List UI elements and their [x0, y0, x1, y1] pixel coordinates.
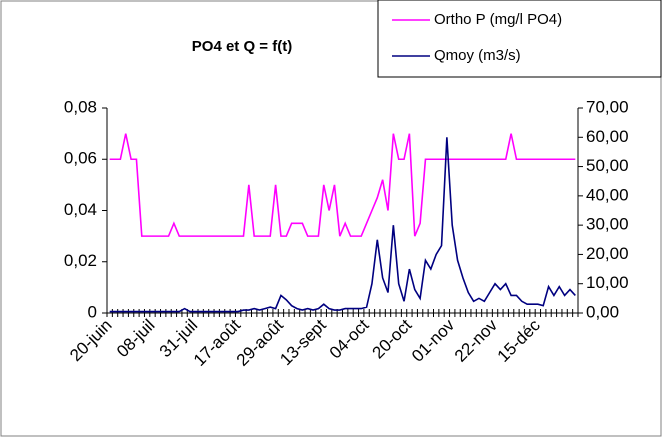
y2-tick-label: 0,00	[586, 302, 619, 321]
series-line	[109, 137, 576, 313]
y-tick-label: 0,08	[64, 97, 97, 116]
y2-tick-label: 40,00	[586, 185, 629, 204]
y-tick-label: 0	[88, 302, 97, 321]
legend-label: Ortho P (mg/l PO4)	[434, 11, 562, 28]
y-tick-label: 0,02	[64, 251, 97, 270]
series-line	[109, 133, 576, 237]
chart-title: PO4 et Q = f(t)	[192, 38, 292, 55]
y2-tick-label: 20,00	[586, 244, 629, 263]
legend-box	[377, 0, 662, 78]
legend-label: Qmoy (m3/s)	[434, 47, 521, 64]
y-tick-label: 0,04	[64, 200, 97, 219]
y2-tick-label: 60,00	[586, 127, 629, 146]
y2-tick-label: 50,00	[586, 156, 629, 175]
y2-tick-label: 10,00	[586, 273, 629, 292]
y2-tick-label: 70,00	[586, 97, 629, 116]
y2-tick-label: 30,00	[586, 215, 629, 234]
y-tick-label: 0,06	[64, 149, 97, 168]
